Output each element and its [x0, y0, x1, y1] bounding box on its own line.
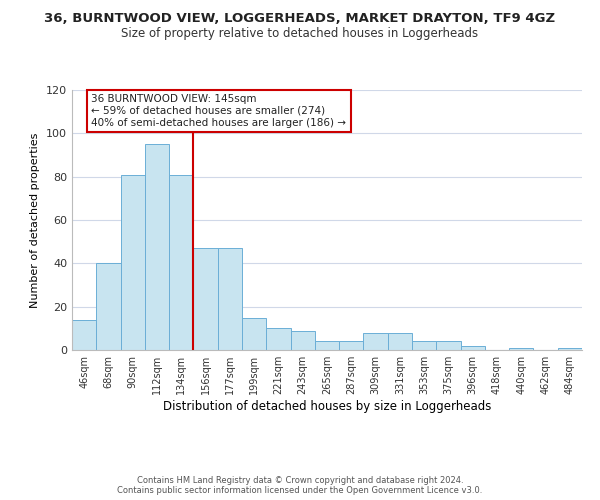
Bar — [436, 342, 461, 350]
Bar — [96, 264, 121, 350]
Bar — [242, 318, 266, 350]
Bar — [388, 332, 412, 350]
X-axis label: Distribution of detached houses by size in Loggerheads: Distribution of detached houses by size … — [163, 400, 491, 413]
Bar — [461, 346, 485, 350]
Bar — [266, 328, 290, 350]
Bar — [364, 332, 388, 350]
Text: Size of property relative to detached houses in Loggerheads: Size of property relative to detached ho… — [121, 28, 479, 40]
Bar — [412, 342, 436, 350]
Bar — [339, 342, 364, 350]
Text: 36, BURNTWOOD VIEW, LOGGERHEADS, MARKET DRAYTON, TF9 4GZ: 36, BURNTWOOD VIEW, LOGGERHEADS, MARKET … — [44, 12, 556, 26]
Bar — [290, 330, 315, 350]
Bar — [193, 248, 218, 350]
Bar — [218, 248, 242, 350]
Bar — [558, 348, 582, 350]
Bar — [509, 348, 533, 350]
Text: Contains HM Land Registry data © Crown copyright and database right 2024.: Contains HM Land Registry data © Crown c… — [137, 476, 463, 485]
Bar — [72, 320, 96, 350]
Bar — [315, 342, 339, 350]
Bar — [169, 174, 193, 350]
Bar — [145, 144, 169, 350]
Text: 36 BURNTWOOD VIEW: 145sqm
← 59% of detached houses are smaller (274)
40% of semi: 36 BURNTWOOD VIEW: 145sqm ← 59% of detac… — [91, 94, 346, 128]
Y-axis label: Number of detached properties: Number of detached properties — [31, 132, 40, 308]
Text: Contains public sector information licensed under the Open Government Licence v3: Contains public sector information licen… — [118, 486, 482, 495]
Bar — [121, 174, 145, 350]
